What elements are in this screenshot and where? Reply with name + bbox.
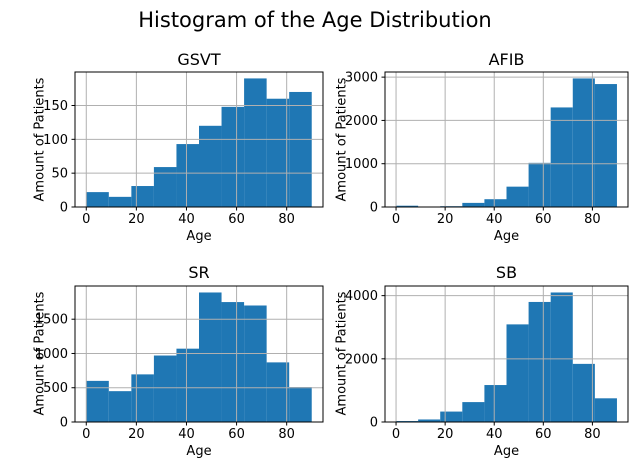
histogram-bar	[484, 199, 507, 207]
y-tick-label: 3000	[345, 71, 378, 86]
histogram-bar	[176, 144, 199, 207]
plot-frame	[384, 71, 629, 208]
x-tick-label: 40	[178, 212, 195, 227]
x-tick-label: 40	[178, 427, 195, 442]
plot-frame	[74, 285, 324, 423]
histogram-bar	[266, 362, 290, 422]
plot-title-gsvt: GSVT	[177, 50, 221, 69]
x-tick-label: 0	[82, 212, 90, 227]
histogram-bar	[528, 162, 551, 207]
histogram-bar	[550, 292, 573, 422]
x-axis-label-sr: Age	[186, 444, 212, 459]
x-tick-label: 20	[128, 427, 145, 442]
histogram-bar	[153, 167, 177, 207]
histogram-bar	[418, 419, 441, 422]
y-tick-label: 1500	[35, 313, 68, 328]
histogram-bar	[131, 186, 154, 207]
y-tick-label: 0	[370, 416, 378, 431]
x-tick-label: 60	[535, 212, 552, 227]
histogram-bar	[289, 387, 312, 422]
x-tick-label: 0	[392, 427, 400, 442]
x-tick-label: 80	[584, 212, 601, 227]
x-tick-label: 80	[278, 212, 295, 227]
y-tick-label: 0	[60, 416, 68, 431]
histogram-bar	[594, 398, 617, 422]
histogram-bar	[484, 385, 507, 422]
y-tick-label: 1000	[345, 157, 378, 172]
plot-area-sr: 0 20 40 60 80 0 500 1000 1500	[35, 285, 324, 442]
x-tick-label: 20	[437, 212, 454, 227]
x-tick-label: 60	[228, 212, 245, 227]
histogram-bar	[506, 186, 529, 207]
x-tick-label: 80	[584, 427, 601, 442]
histogram-bar	[506, 324, 529, 422]
histogram-bar	[528, 301, 551, 422]
x-axis-label-sb: Age	[493, 444, 520, 459]
histogram-bar	[221, 302, 245, 422]
plot-area-gsvt: 0 20 40 60 80 0 50 100 150	[43, 71, 324, 227]
histogram-bar	[266, 98, 290, 207]
y-tick-label: 1000	[35, 347, 68, 362]
y-tick-label: 4000	[345, 289, 378, 304]
x-axis-label-gsvt: Age	[186, 229, 212, 244]
x-tick-label: 0	[82, 427, 90, 442]
histogram-bar	[153, 355, 177, 422]
plot-title-sb: SB	[495, 263, 518, 282]
x-axis-label-afib: Age	[493, 229, 520, 244]
histogram-bar	[244, 305, 267, 422]
y-axis-label-afib: Amount of Patients	[334, 77, 350, 202]
histogram-bar	[131, 374, 154, 422]
plot-area-sb: 0 20 40 60 80 0 2000 4000	[345, 285, 629, 442]
x-tick-label: 40	[486, 212, 503, 227]
histogram-bar	[572, 363, 595, 422]
plot-title-sr: SR	[188, 263, 210, 282]
histogram-bar	[221, 106, 245, 207]
x-tick-label: 60	[228, 427, 245, 442]
x-tick-label: 80	[278, 427, 295, 442]
histogram-bar	[550, 107, 573, 207]
x-tick-label: 0	[392, 212, 400, 227]
plot-frame	[384, 285, 629, 423]
histogram-bar	[86, 192, 109, 207]
histogram-bar	[108, 391, 132, 422]
histogram-bar	[199, 125, 222, 207]
y-tick-label: 150	[43, 99, 68, 114]
histogram-bar	[86, 380, 109, 422]
histogram-bar	[594, 84, 617, 207]
histogram-bar	[440, 411, 463, 422]
y-tick-label: 2000	[345, 352, 378, 367]
x-tick-label: 20	[128, 212, 145, 227]
histogram-bar	[108, 196, 132, 207]
x-tick-label: 20	[437, 427, 454, 442]
plot-area-afib: 0 20 40 60 80 0 1000 2000 3000	[345, 71, 629, 227]
x-tick-label: 60	[535, 427, 552, 442]
histogram-bar	[176, 348, 199, 422]
figure-title: Histogram of the Age Distribution	[138, 8, 492, 32]
histogram-bar	[572, 78, 595, 207]
plot-title-afib: AFIB	[488, 50, 525, 69]
y-tick-label: 0	[370, 201, 378, 216]
histogram-bar	[199, 292, 222, 422]
y-tick-label: 50	[51, 167, 68, 182]
y-tick-label: 0	[60, 201, 68, 216]
y-tick-label: 2000	[345, 114, 378, 129]
y-tick-label: 100	[43, 133, 68, 148]
histogram-bar	[289, 91, 312, 207]
x-tick-label: 40	[486, 427, 503, 442]
histogram-bar	[244, 78, 267, 207]
histogram-bar	[462, 202, 485, 207]
y-tick-label: 500	[43, 381, 68, 396]
histogram-bar	[396, 205, 419, 207]
histogram-bar	[462, 402, 485, 422]
